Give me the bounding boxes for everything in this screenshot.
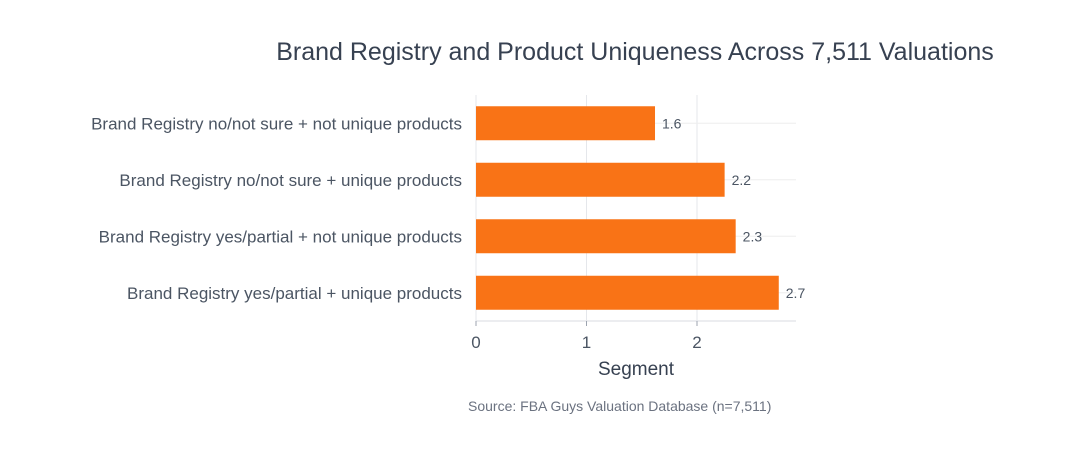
data-label: 2.3 [743,228,763,244]
bar [476,106,656,141]
data-label: 2.2 [732,172,752,188]
category-label: Brand Registry no/not sure + not unique … [91,114,462,133]
bar [476,219,736,254]
category-label: Brand Registry no/not sure + unique prod… [119,171,462,190]
data-label: 2.7 [786,285,806,301]
source-note: Source: FBA Guys Valuation Database (n=7… [468,398,772,414]
x-tick-label: 1 [582,333,591,352]
category-label: Brand Registry yes/partial + unique prod… [127,284,462,303]
category-label: Brand Registry yes/partial + not unique … [99,227,462,246]
x-tick-label: 0 [471,333,480,352]
x-tick-label: 2 [692,333,701,352]
bar [476,162,725,197]
chart-title: Brand Registry and Product Uniqueness Ac… [276,38,994,66]
bar [476,275,779,310]
data-label: 1.6 [662,115,682,131]
x-axis-title: Segment [598,359,675,380]
